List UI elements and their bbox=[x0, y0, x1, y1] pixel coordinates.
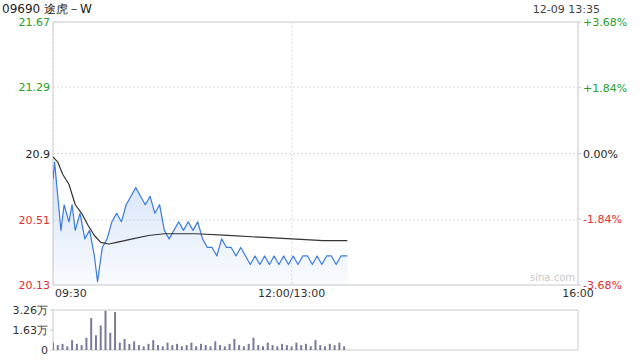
y-tick-label: 21.67 bbox=[19, 16, 51, 29]
y-tick-label: 20.13 bbox=[19, 279, 51, 292]
volume-bar bbox=[167, 343, 169, 350]
volume-bar bbox=[329, 344, 331, 350]
y-tick-label: 20.51 bbox=[19, 214, 51, 227]
volume-bar bbox=[286, 345, 288, 350]
chart-root: 09690 途虎－W 12-09 13:35 20.13 20.51 20.9 21.29… bbox=[0, 0, 640, 360]
volume-bar bbox=[138, 345, 140, 350]
volume-bar bbox=[128, 344, 130, 350]
volume-bar bbox=[272, 345, 274, 350]
volume-bar bbox=[252, 338, 254, 350]
volume-bar bbox=[162, 346, 164, 350]
volume-bar bbox=[57, 345, 59, 350]
volume-bar bbox=[152, 340, 154, 350]
volume-bar bbox=[95, 335, 97, 350]
volume-bar bbox=[71, 340, 73, 350]
volume-bar bbox=[295, 343, 297, 350]
grid-line bbox=[291, 22, 292, 285]
volume-bar bbox=[262, 346, 264, 350]
plot-frame bbox=[53, 22, 578, 285]
grid-line bbox=[53, 86, 578, 87]
volume-bar bbox=[66, 346, 68, 350]
volume-bar bbox=[85, 338, 87, 350]
volume-bar bbox=[186, 345, 188, 350]
volume-bar bbox=[105, 311, 107, 350]
volume-bar bbox=[210, 346, 212, 350]
volume-bar bbox=[214, 341, 216, 350]
volume-bar bbox=[238, 345, 240, 350]
volume-bar bbox=[81, 345, 83, 350]
y2-tick-label: +1.84% bbox=[583, 82, 627, 95]
volume-bar bbox=[171, 345, 173, 350]
y2-tick-label: 0.00% bbox=[583, 148, 618, 161]
grid-line bbox=[53, 153, 578, 154]
y2-tick bbox=[578, 153, 581, 154]
volume-bar bbox=[176, 344, 178, 350]
y-tick-label: 0 bbox=[41, 344, 48, 357]
watermark: sina.com bbox=[530, 272, 575, 283]
volume-bar bbox=[338, 343, 340, 350]
volume-bar bbox=[291, 346, 293, 350]
volume-bar bbox=[257, 345, 259, 350]
volume-bar bbox=[190, 343, 192, 350]
y-tick-label: 1.63万 bbox=[13, 324, 49, 337]
volume-bar bbox=[143, 346, 145, 350]
volume-bar bbox=[343, 346, 345, 350]
subtitle: 12-09 13:35 bbox=[533, 3, 600, 16]
price-area bbox=[53, 162, 347, 285]
volume-bar bbox=[200, 344, 202, 350]
volume-bar bbox=[233, 339, 235, 350]
volume-bar bbox=[181, 346, 183, 350]
volume-bar bbox=[243, 346, 245, 350]
volume-bar bbox=[267, 343, 269, 350]
volume-frame bbox=[53, 310, 578, 350]
volume-bar bbox=[224, 346, 226, 350]
volume-bar bbox=[195, 346, 197, 350]
volume-bar bbox=[90, 318, 92, 350]
y-tick bbox=[50, 350, 53, 351]
volume-bar bbox=[248, 344, 250, 350]
y-tick bbox=[50, 330, 53, 331]
grid-line bbox=[53, 22, 578, 23]
volume-bar bbox=[53, 343, 54, 350]
volume-bar bbox=[62, 344, 64, 350]
volume-bar bbox=[114, 312, 116, 350]
x-tick-label: 16:00 bbox=[562, 287, 594, 300]
volume-bar bbox=[124, 339, 126, 350]
title: 09690 途虎－W bbox=[2, 2, 92, 16]
volume-bar bbox=[76, 344, 78, 350]
volume-bar bbox=[276, 346, 278, 350]
volume-bar bbox=[281, 344, 283, 350]
average-line bbox=[53, 157, 347, 244]
volume-bar bbox=[119, 343, 121, 350]
volume-bar bbox=[319, 345, 321, 350]
volume-bar bbox=[315, 340, 317, 350]
volume-bar bbox=[219, 345, 221, 350]
y2-tick-label: -1.84% bbox=[583, 213, 622, 226]
volume-bar bbox=[305, 344, 307, 350]
volume-bar bbox=[100, 325, 102, 350]
x-tick-label: 12:00/13:00 bbox=[258, 287, 325, 300]
y-tick bbox=[50, 310, 53, 311]
grid-line bbox=[578, 22, 579, 285]
volume-bar bbox=[157, 345, 159, 350]
volume-bar bbox=[300, 345, 302, 350]
x-tick-label: 09:30 bbox=[55, 287, 87, 300]
volume-bar bbox=[133, 341, 135, 350]
volume-bar bbox=[109, 333, 111, 350]
volume-bar bbox=[324, 346, 326, 350]
y-tick-label: 21.29 bbox=[19, 81, 51, 94]
plot-marks bbox=[53, 157, 347, 285]
y2-tick-label: +3.68% bbox=[583, 16, 627, 29]
y2-tick bbox=[578, 285, 581, 286]
volume-bar bbox=[147, 344, 149, 350]
y-tick-label: 3.26万 bbox=[13, 304, 49, 317]
y-tick-label: 20.9 bbox=[26, 148, 51, 161]
volume-bar bbox=[334, 345, 336, 350]
volume-bar bbox=[310, 346, 312, 350]
volume-bar bbox=[229, 344, 231, 350]
price-line bbox=[53, 162, 347, 282]
volume-marks bbox=[53, 311, 345, 350]
volume-bar bbox=[205, 345, 207, 350]
